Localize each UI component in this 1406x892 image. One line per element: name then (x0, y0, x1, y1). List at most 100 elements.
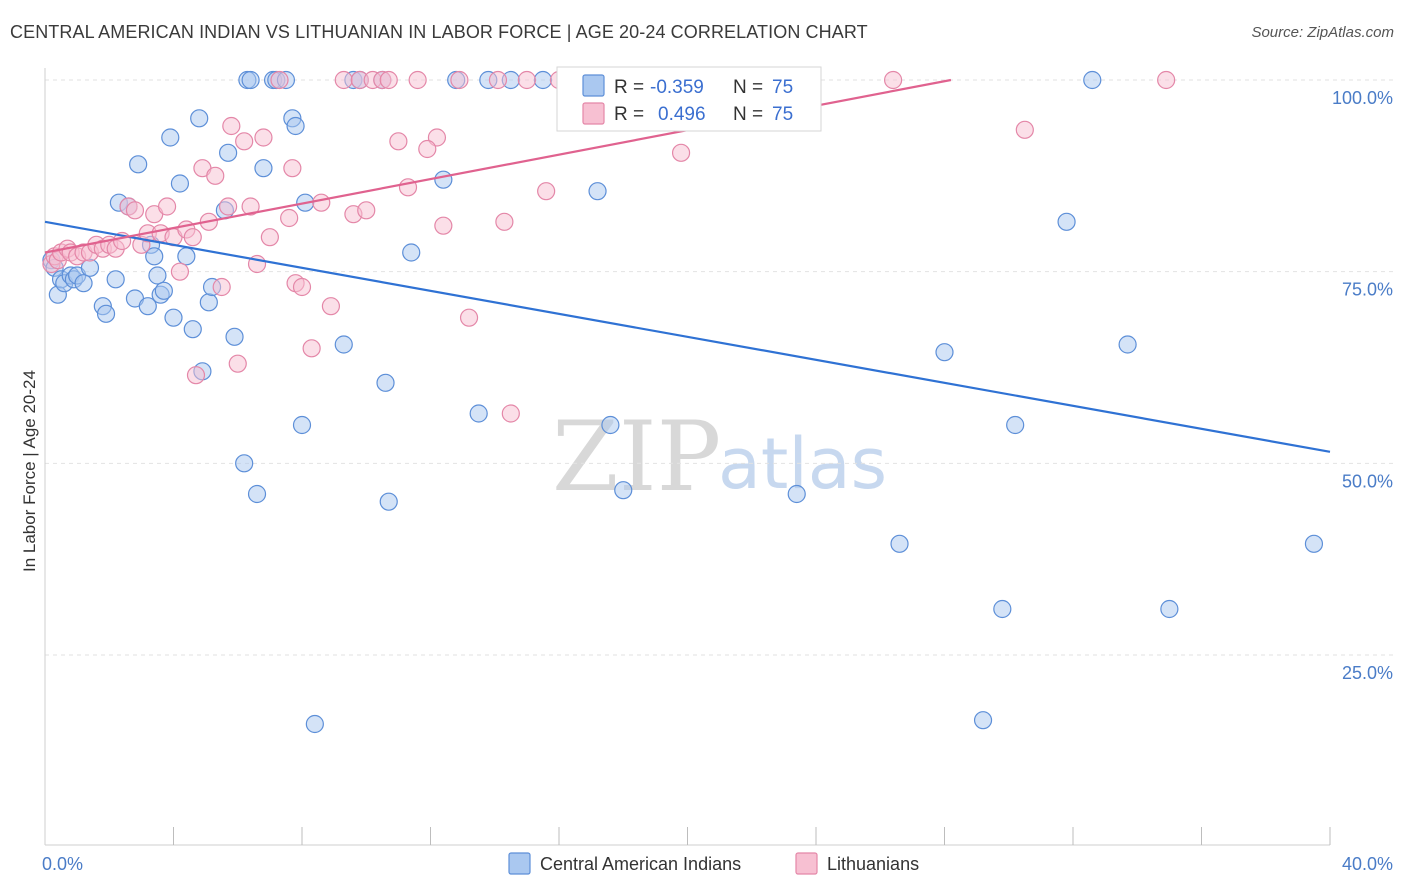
bottom-legend-pink-swatch (795, 852, 818, 875)
point-pink-62 (501, 404, 520, 423)
point-blue-60 (533, 70, 553, 90)
point-blue-24 (164, 308, 183, 327)
point-pink-58 (450, 70, 469, 90)
point-pink-33 (235, 132, 254, 151)
point-blue-72 (1083, 70, 1102, 90)
tick-labels: 25.0% 50.0% 75.0% 100.0% 0.0% 40.0% (42, 88, 1393, 874)
point-pink-22 (170, 262, 190, 281)
point-pink-46 (334, 70, 353, 90)
legend-blue-n-label: N = (733, 77, 763, 98)
point-blue-30 (199, 293, 218, 312)
point-pink-24 (183, 228, 202, 247)
point-blue-65 (787, 484, 806, 504)
y-tick-label-50: 50.0% (1342, 471, 1393, 491)
legend-blue-r-label: R = (614, 77, 644, 98)
point-pink-20 (157, 197, 177, 216)
point-blue-23 (161, 128, 180, 147)
point-blue-28 (190, 109, 209, 128)
point-pink-36 (254, 128, 273, 147)
point-pink-42 (292, 277, 312, 297)
point-blue-22 (154, 281, 173, 300)
point-blue-25 (170, 174, 190, 193)
point-pink-57 (434, 216, 453, 235)
point-blue-44 (286, 116, 305, 136)
point-blue-55 (434, 170, 453, 189)
bottom-legend-blue-label: Central American Indians (540, 854, 741, 874)
point-blue-69 (993, 599, 1012, 619)
point-blue-39 (254, 159, 273, 178)
point-blue-73 (1118, 335, 1137, 354)
point-pink-30 (219, 197, 238, 216)
point-pink-49 (357, 201, 376, 220)
series-lithuanians (42, 70, 1176, 423)
point-pink-31 (222, 116, 241, 136)
point-pink-61 (495, 212, 514, 231)
point-pink-38 (270, 70, 289, 90)
bottom-legend-pink-label: Lithuanians (827, 854, 919, 874)
point-pink-53 (389, 132, 408, 151)
point-pink-39 (280, 208, 299, 228)
y-tick-label-100: 100.0% (1332, 88, 1393, 108)
point-blue-16 (129, 155, 148, 174)
point-blue-53 (379, 492, 398, 511)
point-pink-29 (212, 277, 231, 297)
point-blue-20 (148, 266, 167, 285)
point-blue-74 (1160, 599, 1179, 619)
point-pink-43 (302, 339, 321, 358)
point-blue-33 (219, 143, 238, 162)
legend-pink-r-label: R = (614, 104, 644, 125)
point-blue-75 (1304, 534, 1324, 553)
point-blue-67 (935, 343, 954, 362)
point-pink-52 (379, 70, 398, 90)
y-tick-label-75: 75.0% (1342, 280, 1393, 300)
y-axis-label: In Labor Force | Age 20-24 (20, 370, 39, 572)
point-pink-55 (408, 70, 427, 90)
legend-blue-r-value: -0.359 (650, 77, 704, 98)
point-pink-60 (488, 70, 508, 90)
watermark-zip: ZIP (552, 401, 721, 513)
point-pink-37 (260, 228, 279, 247)
point-blue-47 (305, 714, 324, 734)
point-blue-52 (376, 373, 395, 392)
point-blue-34 (225, 327, 244, 346)
axes (44, 68, 1331, 846)
point-pink-74 (418, 139, 437, 159)
point-blue-68 (973, 711, 993, 730)
point-pink-25 (186, 366, 206, 385)
point-pink-71 (883, 70, 903, 90)
trend-line-blue (44, 220, 1331, 453)
point-blue-12 (106, 270, 125, 289)
point-pink-28 (206, 166, 225, 185)
point-blue-19 (145, 247, 164, 266)
legend-pink-swatch (582, 102, 605, 125)
point-pink-72 (1015, 120, 1034, 139)
point-blue-48 (334, 335, 353, 354)
point-pink-15 (125, 201, 145, 220)
legend-pink-n-label: N = (733, 104, 763, 125)
point-pink-63 (517, 70, 536, 90)
legend-pink-n-value: 75 (772, 104, 793, 125)
point-blue-11 (96, 304, 116, 323)
point-pink-34 (241, 197, 260, 216)
stats-legend: R = -0.359 N = 75 R = 0.496 N = 75 (556, 66, 822, 132)
point-pink-73 (1157, 70, 1176, 90)
point-blue-35 (235, 454, 254, 473)
point-blue-70 (1006, 415, 1025, 435)
point-blue-38 (247, 484, 267, 504)
chart-source: Source: ZipAtlas.com (1251, 24, 1394, 41)
point-blue-37 (241, 70, 260, 90)
point-blue-62 (601, 415, 620, 435)
point-pink-44 (312, 193, 331, 212)
point-blue-26 (177, 247, 196, 266)
legend-blue-n-value: 75 (772, 77, 793, 98)
point-pink-45 (321, 297, 341, 316)
x-tick-label-max: 40.0% (1342, 854, 1393, 874)
point-blue-63 (614, 481, 633, 500)
point-pink-64 (537, 182, 556, 201)
point-blue-71 (1057, 212, 1076, 231)
point-blue-54 (402, 243, 421, 262)
point-blue-66 (890, 534, 909, 553)
y-tick-label-25: 25.0% (1342, 663, 1393, 683)
gridlines (45, 79, 1395, 656)
